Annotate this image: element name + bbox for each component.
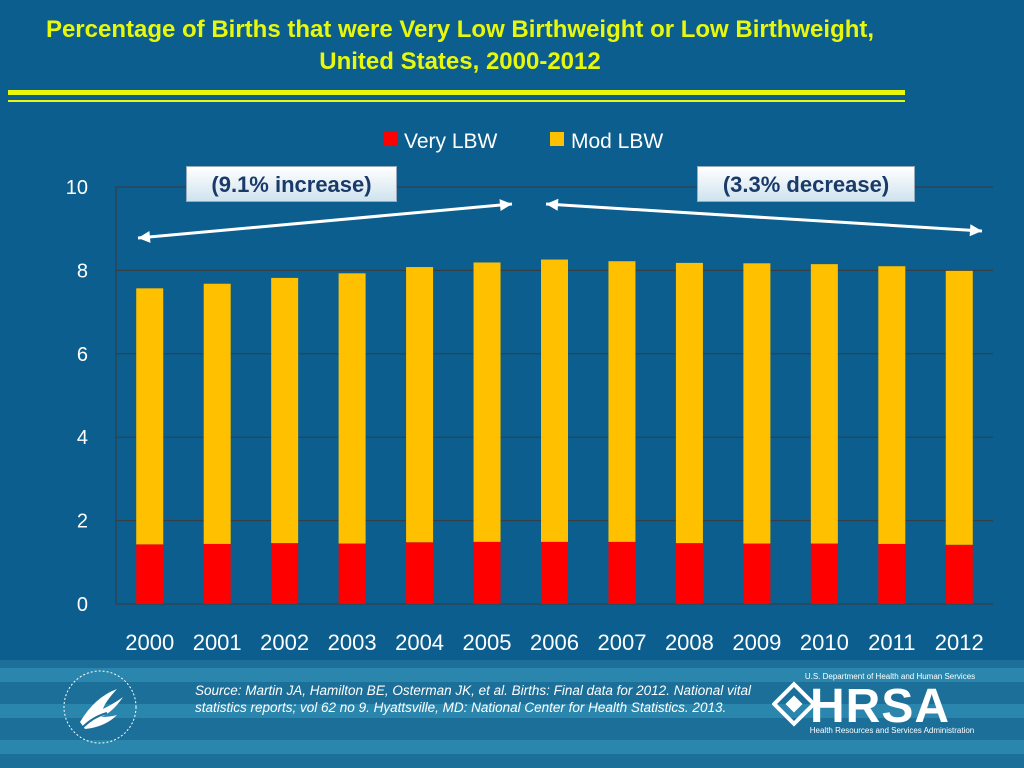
x-tick-label: 2002 xyxy=(260,630,309,655)
bar-very-lbw xyxy=(608,541,636,604)
decrease-arrow xyxy=(545,198,983,237)
bar-mod-lbw xyxy=(271,277,299,544)
increase-callout: (9.1% increase) xyxy=(186,166,397,202)
y-tick-label: 0 xyxy=(77,594,88,616)
bar-very-lbw xyxy=(810,543,838,604)
legend-label-mod-lbw: Mod LBW xyxy=(571,130,663,153)
bar-chart: 0 2 4 6 8 10 2000 2001 2002 2003 2004 2005 2006 2007 2… xyxy=(66,130,993,655)
bar-very-lbw xyxy=(878,543,906,604)
hrsa-emblem xyxy=(772,681,817,727)
bar-very-lbw xyxy=(406,542,434,604)
bar-very-lbw xyxy=(136,544,164,604)
footer-stripe xyxy=(0,740,1024,754)
bar-mod-lbw xyxy=(338,273,366,544)
x-tick-label: 2001 xyxy=(193,630,242,655)
y-tick-label: 6 xyxy=(77,344,88,366)
bar-mod-lbw xyxy=(608,261,636,542)
x-tick-label: 2000 xyxy=(125,630,174,655)
y-tick-label: 2 xyxy=(77,511,88,533)
footer-stripe xyxy=(0,704,1024,718)
x-tick-label: 2004 xyxy=(395,630,444,655)
hhs-seal-logo xyxy=(63,670,137,744)
x-tick-label: 2008 xyxy=(665,630,714,655)
bar-mod-lbw xyxy=(473,262,501,542)
x-tick-label: 2005 xyxy=(463,630,512,655)
source-citation: Source: Martin JA, Hamilton BE, Osterman… xyxy=(195,683,751,715)
x-tick-label: 2007 xyxy=(597,630,646,655)
x-tick-label: 2012 xyxy=(935,630,984,655)
decrease-callout: (3.3% decrease) xyxy=(697,166,915,202)
footer-band xyxy=(0,660,1024,768)
title-underline-thin xyxy=(8,100,905,102)
bar-mod-lbw xyxy=(945,270,973,545)
y-tick-label: 8 xyxy=(77,260,88,282)
footer-stripe xyxy=(0,668,1024,682)
legend-swatch-very-lbw xyxy=(383,132,397,146)
legend-swatch-mod-lbw xyxy=(550,132,564,146)
x-tick-label: 2009 xyxy=(732,630,781,655)
bar-mod-lbw xyxy=(541,259,568,542)
x-tick-label: 2003 xyxy=(328,630,377,655)
bar-mod-lbw xyxy=(810,264,838,544)
bar-very-lbw xyxy=(541,541,568,604)
y-tick-label: 4 xyxy=(77,427,88,449)
hrsa-department-text: U.S. Department of Health and Human Serv… xyxy=(804,672,976,681)
legend-label-very-lbw: Very LBW xyxy=(404,130,498,153)
title-underline-thick xyxy=(8,90,905,95)
bar-very-lbw xyxy=(945,544,973,604)
increase-arrow xyxy=(137,199,513,243)
x-tick-label: 2006 xyxy=(530,630,579,655)
bar-very-lbw xyxy=(203,543,231,604)
hrsa-administration-text: Health Resources and Services Administra… xyxy=(809,726,975,735)
bar-mod-lbw xyxy=(878,266,906,544)
bar-mod-lbw xyxy=(675,262,703,544)
bar-mod-lbw xyxy=(406,267,434,543)
bar-very-lbw xyxy=(271,543,299,604)
bar-mod-lbw xyxy=(203,283,231,544)
bar-very-lbw xyxy=(675,543,703,604)
bar-very-lbw xyxy=(473,541,501,604)
bar-mod-lbw xyxy=(743,263,771,544)
x-tick-label: 2011 xyxy=(868,630,915,655)
bar-mod-lbw xyxy=(136,288,164,545)
y-tick-label: 10 xyxy=(66,177,88,199)
x-tick-label: 2010 xyxy=(800,630,849,655)
chart-title: Percentage of Births that were Very Low … xyxy=(45,16,875,75)
hrsa-logo-word: HRSA xyxy=(810,680,951,733)
bar-very-lbw xyxy=(743,543,771,604)
bar-very-lbw xyxy=(338,543,366,604)
